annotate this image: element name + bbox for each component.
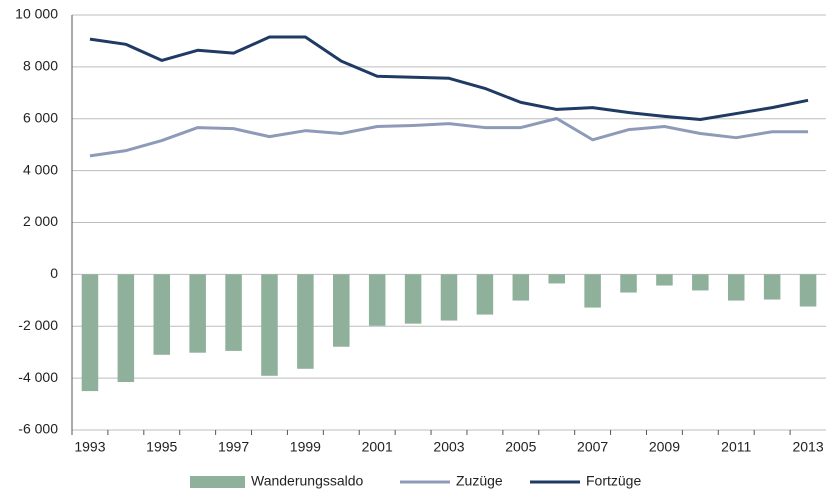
line — [89, 35, 809, 122]
bar — [440, 274, 458, 321]
bar — [656, 274, 673, 286]
bar — [297, 274, 314, 369]
legend-label: Zuzüge — [456, 473, 503, 489]
x-tick-label: 1993 — [74, 439, 105, 455]
y-tick-label: 2 000 — [23, 213, 58, 229]
x-tick-label: 2013 — [792, 439, 823, 455]
bar — [763, 274, 781, 300]
y-tick-label: -2 000 — [18, 317, 58, 333]
bar — [404, 274, 422, 324]
bar — [727, 274, 745, 301]
bar — [189, 274, 206, 353]
bar — [620, 274, 637, 293]
legend-label: Wanderungssaldo — [251, 473, 364, 489]
bar — [153, 274, 171, 355]
bar — [333, 274, 350, 347]
bar — [81, 274, 99, 392]
line — [89, 116, 809, 158]
y-tick-label: -4 000 — [18, 369, 58, 385]
legend-swatch — [190, 476, 245, 488]
bar — [117, 274, 135, 383]
x-tick-label: 2003 — [433, 439, 464, 455]
bar — [584, 274, 601, 308]
legend-label: Fortzüge — [586, 473, 641, 489]
y-tick-label: 6 000 — [23, 109, 58, 125]
x-tick-label: 2005 — [505, 439, 536, 455]
y-tick-label: 10 000 — [15, 6, 58, 22]
bar — [225, 274, 242, 351]
x-tick-label: 2007 — [577, 439, 608, 455]
y-tick-label: 0 — [50, 265, 58, 281]
bar — [476, 274, 494, 315]
y-tick-label: -6 000 — [18, 421, 58, 437]
bar — [368, 274, 386, 326]
y-tick-label: 4 000 — [23, 161, 58, 177]
x-tick-label: 1999 — [290, 439, 321, 455]
x-tick-label: 2009 — [649, 439, 680, 455]
bar — [799, 274, 817, 307]
bar — [261, 274, 278, 376]
x-tick-label: 1995 — [146, 439, 177, 455]
x-tick-label: 2011 — [721, 439, 751, 455]
x-tick-label: 1997 — [218, 439, 249, 455]
bar — [512, 274, 530, 301]
x-tick-label: 2001 — [362, 439, 393, 455]
bar — [548, 274, 565, 284]
bar — [692, 274, 709, 291]
y-tick-label: 8 000 — [23, 58, 58, 74]
